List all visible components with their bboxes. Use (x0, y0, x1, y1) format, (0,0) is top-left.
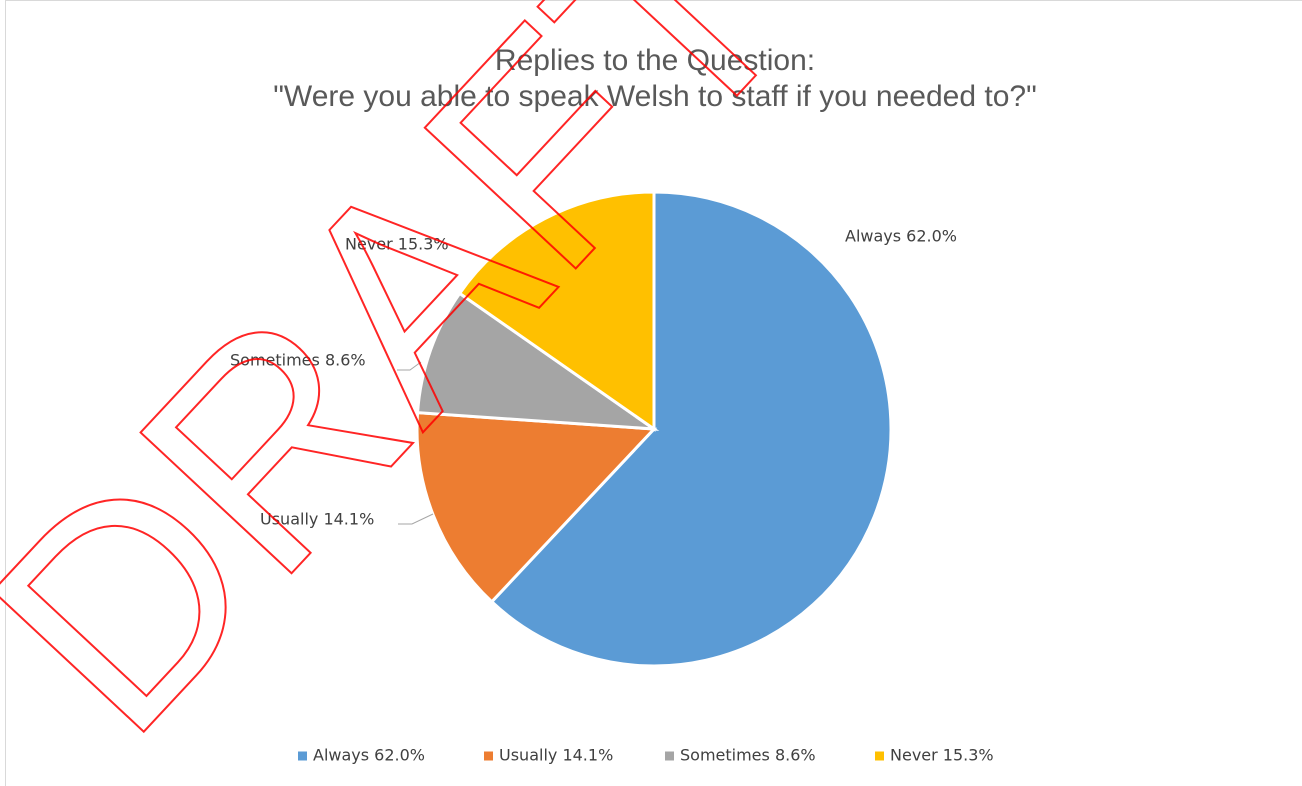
pie-slice (415, 411, 658, 604)
pie-slice (457, 190, 656, 432)
legend-swatch (484, 751, 493, 761)
pie (415, 190, 893, 668)
legend-swatch (298, 751, 307, 761)
pie-slice (489, 190, 893, 668)
legend-label: Usually 14.1% (499, 746, 613, 765)
legend-swatch (665, 751, 674, 761)
data-label: Usually 14.1% (260, 510, 374, 529)
chart-subtitle: "Were you able to speak Welsh to staff i… (273, 80, 1036, 113)
leader-line (398, 513, 434, 525)
legend: Always 62.0% Usually 14.1% Sometimes 8.6% N… (298, 746, 994, 765)
data-label: Never 15.3% (345, 235, 449, 254)
data-label: Sometimes 8.6% (230, 351, 366, 370)
legend-label: Sometimes 8.6% (680, 746, 816, 765)
data-label: Always 62.0% (845, 227, 957, 246)
legend-swatch (875, 751, 884, 761)
data-labels: Always 62.0% Usually 14.1% Sometimes 8.6% N… (230, 227, 957, 529)
legend-label: Always 62.0% (313, 746, 425, 765)
chart-title: Replies to the Question: (495, 44, 815, 77)
legend-label: Never 15.3% (890, 746, 994, 765)
leader-line (397, 361, 422, 371)
pie-slice (415, 291, 660, 431)
